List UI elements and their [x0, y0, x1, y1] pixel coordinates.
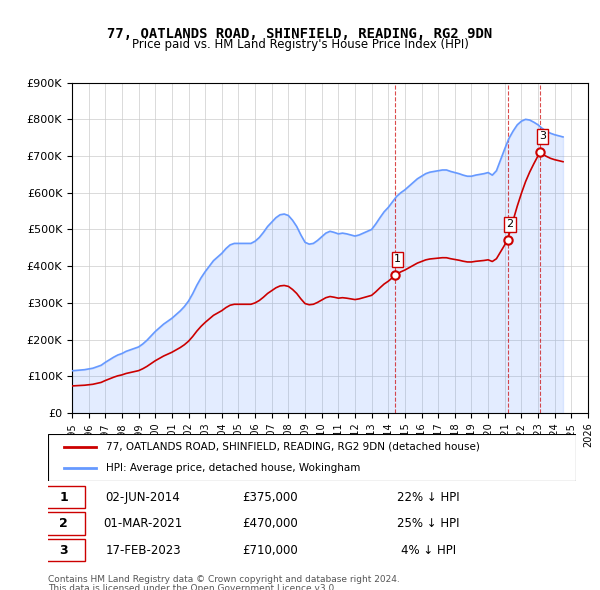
FancyBboxPatch shape — [43, 513, 85, 535]
Text: 2: 2 — [506, 219, 514, 230]
Text: £375,000: £375,000 — [242, 490, 298, 504]
Text: 3: 3 — [539, 132, 546, 142]
Text: 22% ↓ HPI: 22% ↓ HPI — [397, 490, 460, 504]
Text: £710,000: £710,000 — [242, 543, 298, 557]
FancyBboxPatch shape — [43, 539, 85, 561]
Text: 4% ↓ HPI: 4% ↓ HPI — [401, 543, 456, 557]
Text: Contains HM Land Registry data © Crown copyright and database right 2024.: Contains HM Land Registry data © Crown c… — [48, 575, 400, 584]
Text: 77, OATLANDS ROAD, SHINFIELD, READING, RG2 9DN: 77, OATLANDS ROAD, SHINFIELD, READING, R… — [107, 27, 493, 41]
Text: 17-FEB-2023: 17-FEB-2023 — [105, 543, 181, 557]
Text: 77, OATLANDS ROAD, SHINFIELD, READING, RG2 9DN (detached house): 77, OATLANDS ROAD, SHINFIELD, READING, R… — [106, 442, 480, 452]
FancyBboxPatch shape — [43, 486, 85, 508]
Text: 02-JUN-2014: 02-JUN-2014 — [106, 490, 181, 504]
Text: This data is licensed under the Open Government Licence v3.0.: This data is licensed under the Open Gov… — [48, 584, 337, 590]
FancyBboxPatch shape — [48, 434, 576, 481]
Text: 1: 1 — [394, 254, 401, 264]
Text: 25% ↓ HPI: 25% ↓ HPI — [397, 517, 460, 530]
Text: 01-MAR-2021: 01-MAR-2021 — [103, 517, 182, 530]
Text: 2: 2 — [59, 517, 68, 530]
Text: HPI: Average price, detached house, Wokingham: HPI: Average price, detached house, Woki… — [106, 463, 361, 473]
Text: £470,000: £470,000 — [242, 517, 298, 530]
Text: 3: 3 — [59, 543, 68, 557]
Text: 1: 1 — [59, 490, 68, 504]
Text: Price paid vs. HM Land Registry's House Price Index (HPI): Price paid vs. HM Land Registry's House … — [131, 38, 469, 51]
